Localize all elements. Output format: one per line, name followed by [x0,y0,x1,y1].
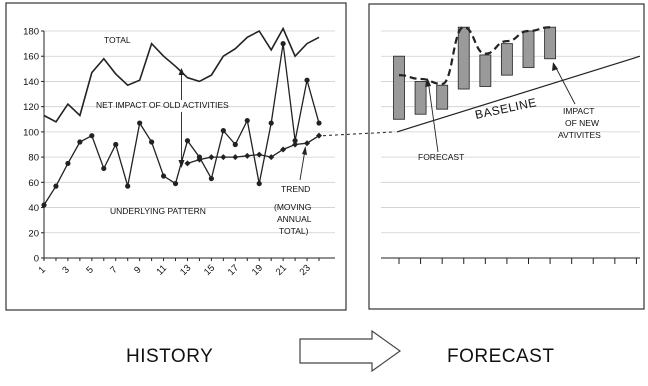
impact-label-line1: IMPACT [563,106,594,116]
impact-label-line2: OF NEW [565,118,599,128]
forecast-dashed-line [398,26,551,86]
impact-bar [544,26,557,60]
impact-bar [522,30,535,69]
trend-point [184,160,191,167]
trend-label-line2: (MOVING [274,202,311,212]
trend-pointer [299,149,306,181]
impact-bar [500,43,513,76]
impact-bar [479,54,492,87]
history-y-tick-label: 100 [23,127,39,138]
forecast-annot-label: FORECAST [418,152,464,162]
underlying-point [137,120,143,126]
history-y-tick-label: 140 [23,77,39,88]
impact-label-line3: AVTIVITES [558,130,601,140]
arrow-up-icon [302,146,307,155]
forecast-pointer [427,79,439,153]
arrow-up-icon [552,62,558,71]
arrow-up-icon [178,68,185,75]
history-y-tick-label: 180 [23,27,39,38]
history-caption: HISTORY [126,346,213,367]
arrow-down-icon [178,160,185,168]
history-y-tick-label: 40 [28,203,39,214]
history-annotations: TOTAL NET IMPACT OF OLD ACTIVITIES UNDER… [96,35,312,236]
history-grid [44,30,335,259]
trend-point [316,132,322,139]
underlying-point [41,202,47,208]
trend-point [196,156,203,163]
history-x-tick-label: 7 [108,264,120,276]
arrow-up-icon [425,78,431,87]
trend-point [304,140,311,147]
underlying-point [113,141,119,148]
forecast-series [393,26,641,153]
underlying-point [125,183,131,189]
total-label: TOTAL [104,35,131,45]
underlying-point [232,141,238,148]
underlying-point [101,165,107,172]
impact-bar [393,55,405,120]
underlying-point [172,180,179,187]
underlying-point [220,128,226,134]
trend-label-line1: TREND [281,184,310,194]
underlying-point [89,133,95,139]
trend-point [292,141,299,148]
underlying-point [184,138,191,144]
trend-point [208,154,215,161]
underlying-point [244,117,250,124]
underlying-point [77,139,83,145]
underlying-point [160,173,167,179]
underlying-point [208,175,214,182]
connector [322,131,396,137]
impact-bar [457,26,470,90]
impact-pointer [553,63,576,105]
trend-point [244,152,251,159]
history-series [41,26,322,208]
underlying-point [316,120,322,126]
history-y-tick-label: 20 [28,228,39,239]
underlying-point [149,139,155,145]
history-x-tick-label: 9 [132,264,144,276]
history-panel [5,2,347,311]
underlying-point [268,120,274,126]
history-y-tick-label: 0 [34,254,39,265]
trend-point [280,146,287,153]
trend-label-line4: TOTAL) [279,226,309,236]
forecast-caption: FORECAST [447,346,554,367]
history-y-tick-label: 60 [28,178,39,189]
underlying-point [65,160,71,167]
underlying-point [53,183,59,189]
trend-point [220,154,227,161]
net-impact-label: NET IMPACT OF OLD ACTIVITIES [96,100,229,110]
arrow-right-icon [299,329,402,373]
trend-point [256,151,263,158]
trend-continuation-line [322,131,396,137]
trend-point [232,154,239,161]
history-x-tick-label: 5 [84,264,96,276]
history-y-tick-label: 120 [23,102,39,113]
history-y-tick-label: 80 [28,153,39,164]
history-x-tick-label: 3 [60,264,72,276]
underlying-pattern-label: UNDERLYING PATTERN [110,206,206,216]
impact-bar [414,80,427,115]
baseline-line [396,55,641,133]
underlying-point [304,77,310,83]
underlying-point [256,180,262,187]
trend-label-line3: ANNUAL [277,214,312,224]
underlying-point [292,138,298,144]
forecast-axes [381,257,640,264]
impact-bar [436,84,449,110]
underlying-point [280,41,286,47]
trend-point [268,154,275,161]
history-x-tick-label: 1 [36,264,48,276]
history-y-tick-label: 160 [23,52,39,63]
